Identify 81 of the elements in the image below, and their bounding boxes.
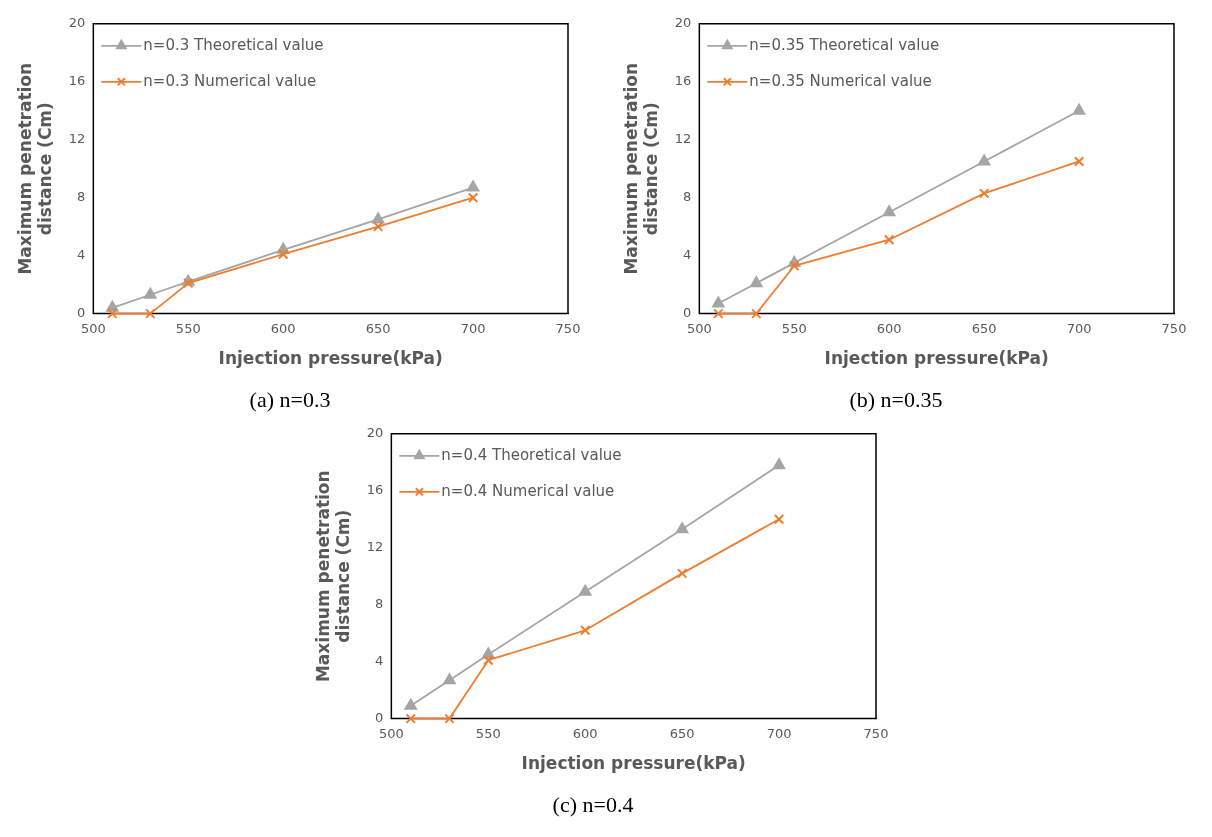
y-tick-label: 4	[683, 247, 692, 263]
point	[466, 180, 480, 192]
legend-label: n=0.35 Theoretical value	[749, 35, 940, 54]
point	[467, 192, 479, 203]
x-tick-label: 550	[475, 725, 501, 741]
point	[751, 308, 762, 319]
legend-label: n=0.3 Theoretical value	[143, 35, 324, 54]
x-tick-label: 600	[270, 320, 296, 336]
y-tick-label: 20	[674, 15, 692, 31]
point	[1073, 156, 1085, 167]
y-tick-label: 0	[77, 304, 86, 320]
text: (a) n=0.3	[249, 386, 331, 412]
x-tick-label: 550	[781, 320, 807, 336]
point	[676, 568, 688, 579]
point	[443, 673, 456, 685]
point	[712, 296, 725, 308]
x-tick-label: 700	[1066, 320, 1092, 336]
y-axis-title: Maximum penetration distance (Cm)	[312, 470, 354, 683]
y-tick-label: 20	[366, 425, 384, 441]
point	[1072, 103, 1086, 115]
y-tick-label: 0	[683, 304, 692, 320]
x-tick-label: 750	[555, 320, 581, 336]
point	[371, 212, 385, 224]
y-axis-title: Maximum penetration distance (Cm)	[620, 62, 662, 275]
x-tick-label: 650	[971, 320, 997, 336]
point	[145, 308, 156, 319]
legend-label: n=0.4 Theoretical value	[441, 445, 622, 464]
y-tick-label: 8	[375, 596, 384, 612]
x-tick-label: 750	[1161, 320, 1187, 336]
legend-label: n=0.35 Numerical value	[749, 71, 932, 90]
x-tick-label: 650	[669, 725, 695, 741]
point	[579, 584, 592, 596]
legend-label: n=0.4 Numerical value	[441, 481, 615, 500]
x-axis-title: Injection pressure(kPa)	[521, 752, 746, 773]
y-axis-title: Maximum penetration distance (Cm)	[14, 62, 56, 275]
point	[144, 287, 157, 299]
x-tick-label: 700	[766, 725, 792, 741]
y-tick-label: 4	[375, 653, 384, 669]
y-tick-label: 8	[77, 189, 86, 205]
y-tick-label: 4	[77, 247, 86, 263]
text: (b) n=0.35	[849, 386, 943, 412]
point	[772, 458, 786, 470]
x-tick-label: 600	[876, 320, 902, 336]
point	[405, 713, 416, 724]
y-tick-label: 16	[674, 73, 692, 89]
y-tick-label: 12	[674, 131, 692, 147]
x-axis-title: Injection pressure(kPa)	[218, 347, 443, 368]
point	[883, 205, 896, 217]
point	[107, 308, 118, 319]
point	[277, 248, 289, 260]
point	[483, 654, 494, 666]
x-tick-label: 500	[80, 320, 106, 336]
point	[675, 522, 689, 534]
x-tick-label: 600	[572, 725, 598, 741]
y-tick-label: 16	[68, 73, 86, 89]
x-tick-label: 550	[175, 320, 201, 336]
point	[579, 625, 591, 636]
point	[750, 276, 763, 288]
point	[773, 514, 785, 525]
x-tick-label: 500	[686, 320, 712, 336]
y-tick-label: 8	[683, 189, 692, 205]
text: (c) n=0.4	[552, 791, 634, 817]
point	[372, 221, 384, 232]
y-tick-label: 12	[366, 539, 384, 555]
point	[883, 234, 895, 245]
point	[404, 698, 417, 710]
y-tick-label: 20	[68, 15, 86, 31]
legend-label: n=0.3 Numerical value	[143, 71, 317, 90]
y-tick-label: 0	[375, 709, 384, 725]
x-tick-label: 750	[863, 725, 889, 741]
point	[978, 188, 990, 199]
x-tick-label: 700	[460, 320, 486, 336]
point	[789, 260, 800, 272]
x-tick-label: 500	[378, 725, 404, 741]
y-tick-label: 16	[366, 482, 384, 498]
x-axis-title: Injection pressure(kPa)	[824, 347, 1049, 368]
x-tick-label: 650	[365, 320, 391, 336]
point	[713, 308, 724, 319]
point	[444, 713, 455, 724]
y-tick-label: 12	[68, 131, 86, 147]
point	[977, 154, 991, 166]
